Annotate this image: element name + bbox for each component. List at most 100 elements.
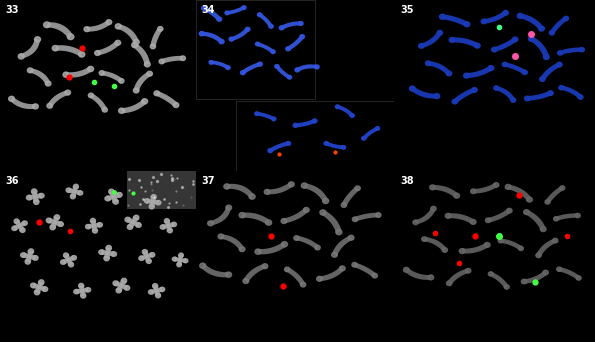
Ellipse shape [79, 52, 85, 57]
Ellipse shape [80, 289, 84, 292]
Ellipse shape [113, 200, 118, 204]
Polygon shape [121, 284, 129, 291]
Polygon shape [540, 63, 561, 81]
Ellipse shape [312, 119, 317, 123]
Ellipse shape [336, 229, 342, 235]
Polygon shape [414, 207, 436, 224]
Polygon shape [108, 190, 115, 197]
Ellipse shape [419, 44, 424, 48]
Polygon shape [419, 31, 441, 48]
Polygon shape [167, 225, 173, 232]
Ellipse shape [527, 197, 533, 202]
Polygon shape [242, 62, 261, 75]
Text: 33: 33 [6, 5, 20, 15]
Polygon shape [286, 35, 304, 50]
Polygon shape [37, 281, 45, 288]
Ellipse shape [472, 88, 477, 92]
Ellipse shape [95, 51, 101, 55]
Ellipse shape [156, 293, 161, 298]
Polygon shape [431, 185, 458, 198]
Ellipse shape [265, 220, 272, 225]
Ellipse shape [226, 66, 230, 69]
Ellipse shape [121, 278, 127, 283]
Ellipse shape [559, 86, 564, 90]
Ellipse shape [528, 36, 534, 41]
Ellipse shape [173, 257, 177, 261]
Polygon shape [96, 41, 120, 55]
Ellipse shape [18, 224, 21, 227]
Polygon shape [493, 37, 516, 52]
Polygon shape [560, 86, 582, 99]
Polygon shape [161, 56, 183, 64]
Ellipse shape [156, 200, 161, 205]
FancyBboxPatch shape [196, 0, 315, 99]
Ellipse shape [52, 45, 58, 51]
Ellipse shape [183, 259, 188, 263]
Ellipse shape [88, 93, 93, 98]
Polygon shape [342, 187, 360, 207]
Ellipse shape [452, 100, 458, 104]
Ellipse shape [409, 86, 415, 91]
Polygon shape [49, 222, 57, 228]
Polygon shape [89, 94, 107, 111]
Ellipse shape [115, 24, 121, 29]
Ellipse shape [543, 54, 549, 60]
Ellipse shape [486, 218, 491, 223]
Ellipse shape [159, 59, 164, 64]
Ellipse shape [116, 288, 121, 293]
Polygon shape [33, 196, 40, 203]
Polygon shape [132, 221, 140, 228]
Ellipse shape [245, 27, 250, 31]
Polygon shape [411, 86, 438, 98]
Ellipse shape [43, 287, 48, 291]
Polygon shape [241, 212, 270, 225]
Ellipse shape [67, 34, 74, 40]
Text: 38: 38 [400, 176, 414, 186]
Ellipse shape [61, 260, 65, 264]
Ellipse shape [180, 56, 186, 61]
Polygon shape [78, 285, 84, 291]
Polygon shape [35, 193, 42, 199]
Ellipse shape [494, 86, 499, 90]
Ellipse shape [275, 65, 279, 68]
Polygon shape [266, 182, 292, 194]
Polygon shape [120, 279, 127, 286]
Polygon shape [275, 65, 291, 79]
Polygon shape [126, 217, 134, 224]
Polygon shape [103, 253, 110, 259]
Ellipse shape [47, 103, 52, 108]
Polygon shape [558, 267, 580, 280]
Polygon shape [230, 28, 249, 41]
Polygon shape [146, 252, 154, 258]
Ellipse shape [271, 50, 275, 53]
Polygon shape [18, 221, 26, 227]
FancyBboxPatch shape [236, 101, 394, 171]
Ellipse shape [33, 104, 38, 109]
Ellipse shape [255, 42, 259, 46]
Ellipse shape [73, 190, 76, 193]
Polygon shape [180, 258, 186, 263]
Ellipse shape [34, 200, 39, 205]
Polygon shape [54, 45, 83, 57]
Ellipse shape [289, 182, 294, 187]
Ellipse shape [340, 266, 345, 271]
Polygon shape [48, 91, 70, 108]
Ellipse shape [505, 184, 511, 189]
Ellipse shape [66, 188, 71, 192]
Polygon shape [82, 287, 89, 292]
Polygon shape [24, 256, 32, 263]
Ellipse shape [258, 13, 262, 16]
Ellipse shape [502, 62, 508, 67]
Ellipse shape [46, 218, 51, 223]
Ellipse shape [553, 238, 558, 243]
Polygon shape [113, 192, 121, 198]
Polygon shape [202, 6, 221, 21]
Polygon shape [560, 48, 583, 55]
Ellipse shape [580, 48, 584, 52]
Ellipse shape [14, 219, 19, 223]
Ellipse shape [470, 220, 476, 224]
Ellipse shape [299, 22, 303, 25]
Polygon shape [465, 66, 492, 78]
Ellipse shape [504, 285, 509, 289]
Ellipse shape [558, 51, 562, 55]
